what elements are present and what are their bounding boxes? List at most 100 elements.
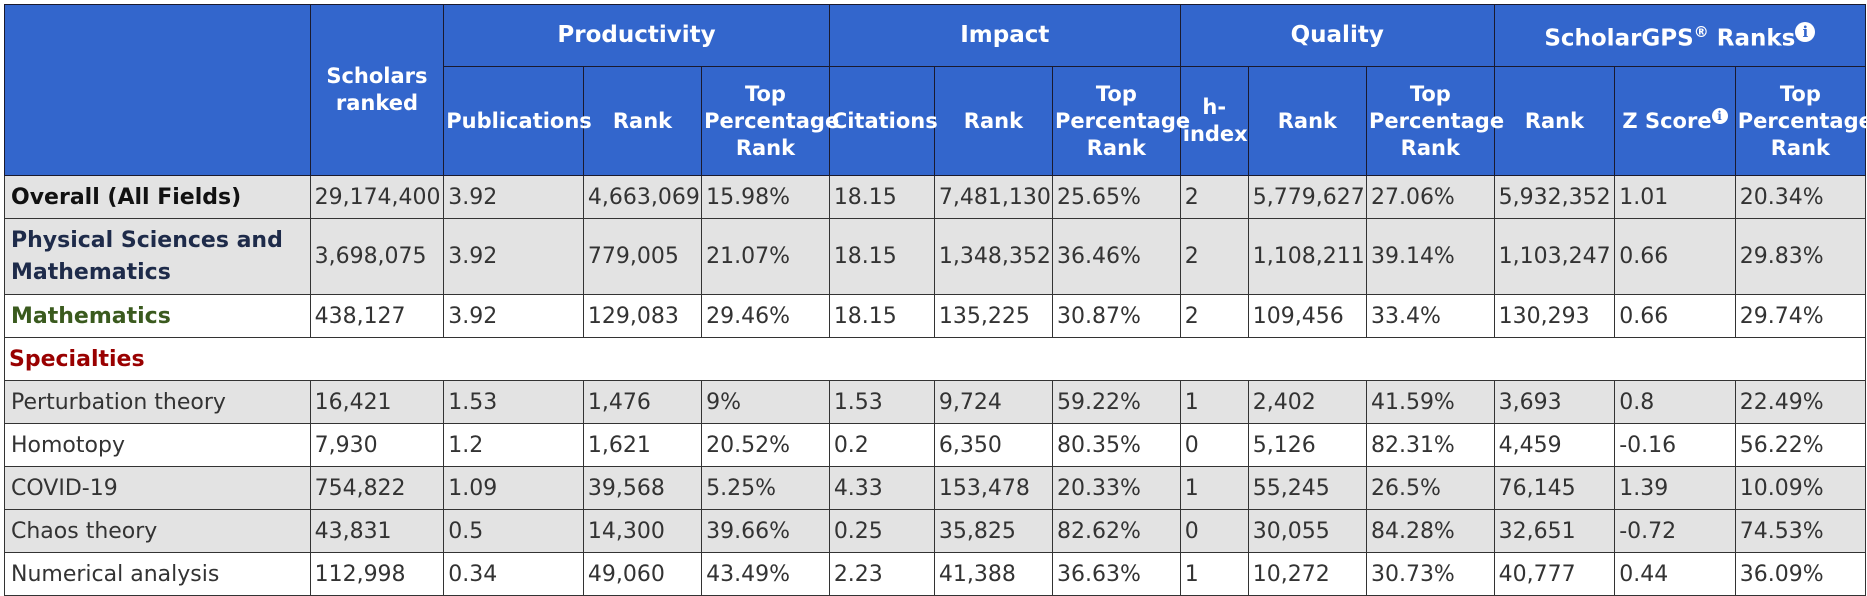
table-cell: 74.53% [1734, 509, 1867, 553]
table-cell: 779,005 [582, 218, 703, 295]
table-cell: 10.09% [1734, 466, 1867, 510]
row-label: Perturbation theory [4, 380, 311, 424]
table-cell: 21.07% [701, 218, 830, 295]
table-cell: 43.49% [701, 552, 830, 596]
table-cell: 1.53 [828, 380, 935, 424]
table-cell: 2,402 [1247, 380, 1367, 424]
row-label[interactable]: Mathematics [4, 294, 311, 338]
table-cell: 29.74% [1734, 294, 1867, 338]
table-cell: 9% [701, 380, 830, 424]
table-cell: 0.66 [1614, 218, 1736, 295]
table-cell: 0.25 [828, 509, 935, 553]
table-cell: 29,174,400 [309, 175, 445, 219]
table-row: Perturbation theory 16,421 1.53 1,476 9% 1.53… [4, 380, 1867, 424]
scholars-ranked-header: Scholars ranked [309, 4, 445, 176]
scholargps-ranks-header: ScholarGPS® Ranks i [1493, 4, 1867, 67]
table-cell: 1 [1179, 380, 1249, 424]
table-cell: 0.66 [1614, 294, 1736, 338]
table-cell: 15.98% [701, 175, 830, 219]
corner-header [4, 4, 311, 176]
table-cell: 56.22% [1734, 423, 1867, 467]
table-cell: 1,103,247 [1493, 218, 1616, 295]
impact-rank-header: Rank [933, 66, 1054, 176]
table-cell: 76,145 [1493, 466, 1616, 510]
quality-top-pct-header: Top Percentage Rank [1365, 66, 1504, 176]
table-cell: 6,350 [933, 423, 1054, 467]
table-cell: 14,300 [582, 509, 703, 553]
row-label: Homotopy [4, 423, 311, 467]
productivity-header: Productivity [443, 4, 830, 67]
table-cell: 41,388 [933, 552, 1054, 596]
table-cell: 0.34 [443, 552, 584, 596]
table-cell: 18.15 [828, 175, 935, 219]
quality-header: Quality [1179, 4, 1495, 67]
table-cell: 0.5 [443, 509, 584, 553]
table-cell: 4,663,069 [582, 175, 703, 219]
table-cell: 40,777 [1493, 552, 1616, 596]
table-cell: 1,108,211 [1247, 218, 1367, 295]
row-label[interactable]: Physical Sciences and Mathematics [4, 218, 311, 295]
rankings-body: Overall (All Fields) 29,174,400 3.92 4,663,… [4, 175, 1867, 596]
table-cell: 4.33 [828, 466, 935, 510]
table-cell: 5.25% [701, 466, 830, 510]
table-cell: 22.49% [1734, 380, 1867, 424]
table-cell: 36.63% [1052, 552, 1181, 596]
table-row: Overall (All Fields) 29,174,400 3.92 4,663,… [4, 175, 1867, 219]
table-cell: 5,779,627 [1247, 175, 1367, 219]
table-cell: 0.44 [1614, 552, 1736, 596]
table-cell: 1.09 [443, 466, 584, 510]
table-cell: 153,478 [933, 466, 1054, 510]
table-cell: 1 [1179, 552, 1249, 596]
table-cell: 16,421 [309, 380, 445, 424]
table-cell: 30.87% [1052, 294, 1181, 338]
table-cell: 25.65% [1052, 175, 1181, 219]
table-cell: 109,456 [1247, 294, 1367, 338]
table-cell: 130,293 [1493, 294, 1616, 338]
table-cell: 20.33% [1052, 466, 1181, 510]
table-row: COVID-19 754,822 1.09 39,568 5.25% 4.33 153,47… [4, 466, 1867, 510]
table-cell: 1 [1179, 466, 1249, 510]
table-cell: 0.2 [828, 423, 935, 467]
h-index-header: h-index [1179, 66, 1249, 176]
row-label: Numerical analysis [4, 552, 311, 596]
productivity-rank-header: Rank [582, 66, 703, 176]
table-cell: 43,831 [309, 509, 445, 553]
publications-header: Publications [443, 66, 592, 176]
table-cell: -0.72 [1614, 509, 1736, 553]
z-score-header: Z Score i [1614, 66, 1736, 176]
table-cell: 438,127 [309, 294, 445, 338]
ranks-label: Ranks [1708, 25, 1796, 52]
table-cell: 2.23 [828, 552, 935, 596]
table-cell: 36.46% [1052, 218, 1181, 295]
table-row: Mathematics 438,127 3.92 129,083 29.46% 18.15… [4, 294, 1867, 338]
table-cell: 36.09% [1734, 552, 1867, 596]
info-icon[interactable]: i [1795, 21, 1816, 42]
table-cell: 3,693 [1493, 380, 1616, 424]
citations-header: Citations [828, 66, 938, 176]
table-cell: 135,225 [933, 294, 1054, 338]
table-cell: 4,459 [1493, 423, 1616, 467]
table-cell: 32,651 [1493, 509, 1616, 553]
scholargps-label: ScholarGPS [1544, 25, 1694, 52]
quality-rank-header: Rank [1247, 66, 1367, 176]
row-label[interactable]: Overall (All Fields) [4, 175, 311, 219]
table-cell: 5,126 [1247, 423, 1367, 467]
table-cell: 39.66% [701, 509, 830, 553]
impact-top-pct-header: Top Percentage Rank [1052, 66, 1190, 176]
table-cell: 33.4% [1365, 294, 1495, 338]
table-cell: 39,568 [582, 466, 703, 510]
table-cell: 3.92 [443, 294, 584, 338]
table-cell: 754,822 [309, 466, 445, 510]
table-cell: 2 [1179, 218, 1249, 295]
table-row: Numerical analysis 112,998 0.34 49,060 43.49… [4, 552, 1867, 596]
table-cell: 18.15 [828, 218, 935, 295]
table-cell: 3.92 [443, 175, 584, 219]
row-label: COVID-19 [4, 466, 311, 510]
table-cell: 41.59% [1365, 380, 1495, 424]
table-cell: 0.8 [1614, 380, 1736, 424]
z-score-label: Z Score [1622, 108, 1712, 133]
table-cell: 2 [1179, 175, 1249, 219]
table-cell: 5,932,352 [1493, 175, 1616, 219]
z-score-info-icon[interactable]: i [1711, 107, 1728, 124]
